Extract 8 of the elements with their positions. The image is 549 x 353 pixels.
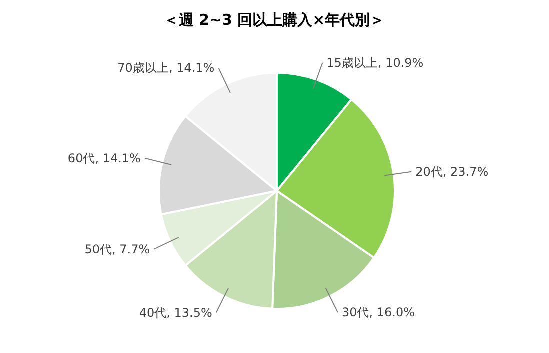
slice-label: 15歳以上, 10.9% <box>326 56 424 70</box>
slice-label: 30代, 16.0% <box>342 306 416 320</box>
slice-label: 50代, 7.7% <box>84 242 150 256</box>
slice-label: 20代, 23.7% <box>416 164 489 179</box>
slice-label: 70歳以上, 14.1% <box>118 61 215 76</box>
slice-label: 40代, 13.5% <box>139 306 212 320</box>
chart-title: ＜週 2~3 回以上購入×年代別＞ <box>164 11 386 29</box>
slice-label: 60代, 14.1% <box>68 151 141 166</box>
